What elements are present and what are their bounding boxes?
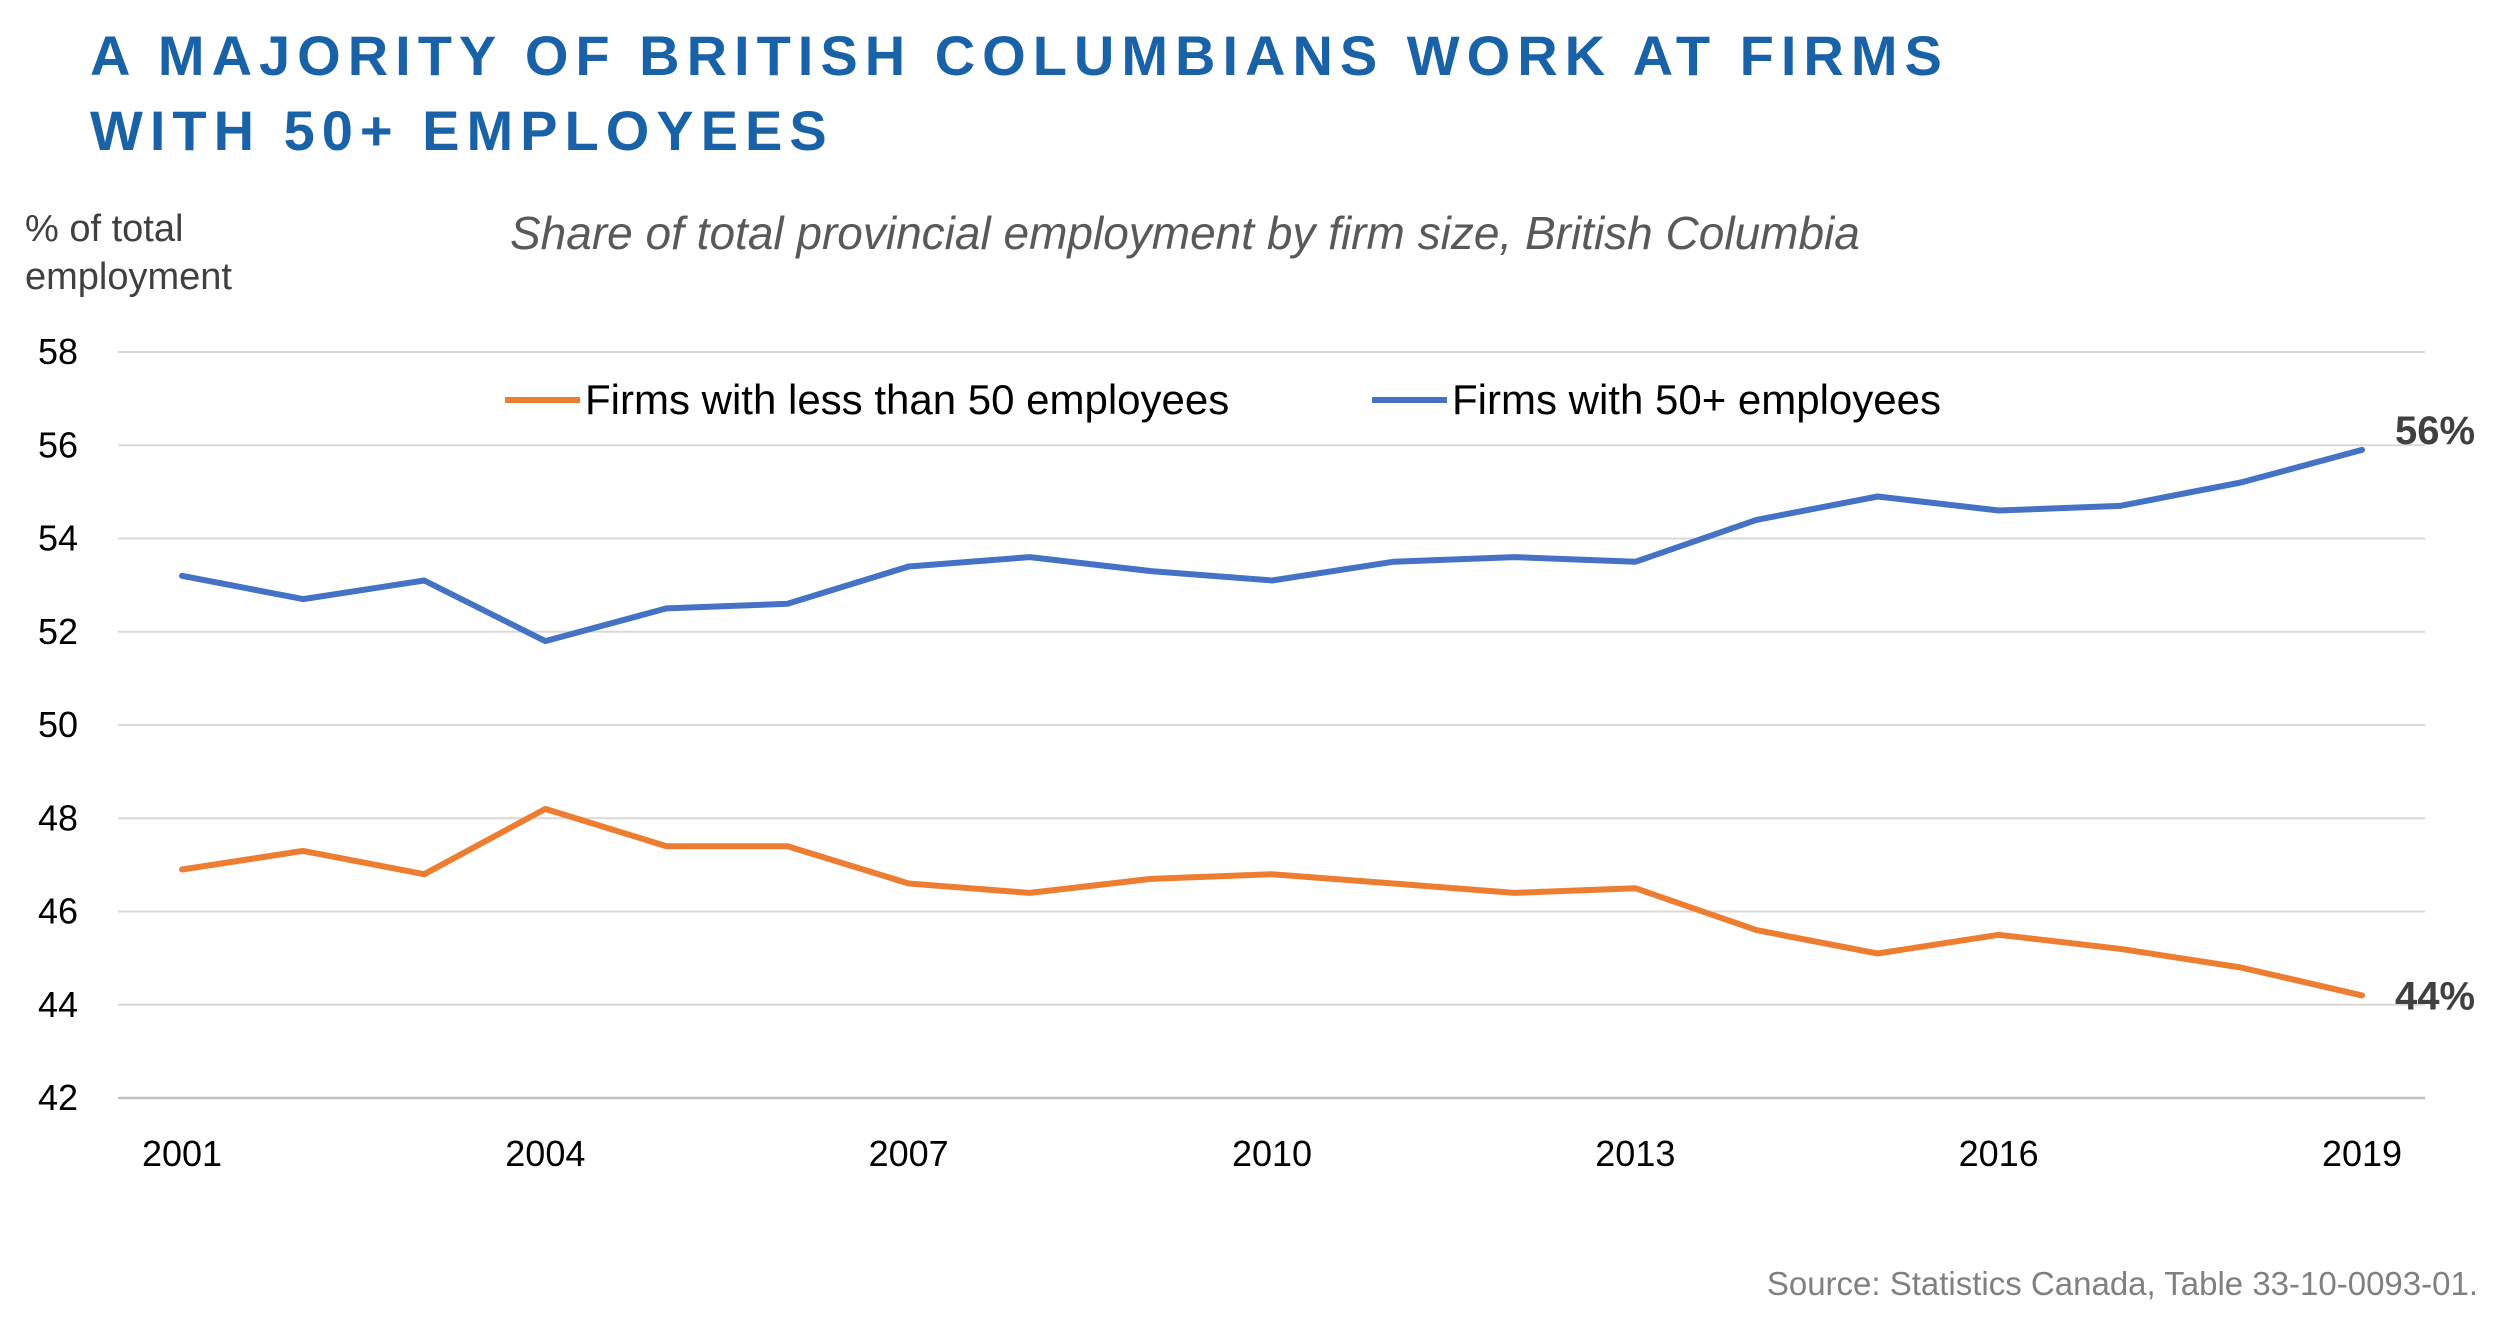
series-lines <box>179 446 2365 999</box>
y-tick-label: 44 <box>38 984 78 1025</box>
x-tick-label: 2007 <box>869 1133 949 1174</box>
y-tick-label: 52 <box>38 611 78 652</box>
legend-label-large-firms: Firms with 50+ employees <box>1452 376 1941 423</box>
y-axis-label: % of total employment <box>25 205 232 301</box>
end-label-large-firms: 56% <box>2395 409 2475 453</box>
x-tick-label: 2019 <box>2322 1133 2402 1174</box>
legend: Firms with less than 50 employees Firms w… <box>505 376 1941 423</box>
x-tick-label: 2001 <box>142 1133 222 1174</box>
gridlines <box>118 351 2425 1100</box>
y-tick-label: 58 <box>38 331 78 372</box>
y-axis-label-line-1: % of total <box>25 208 184 250</box>
chart-title-line-1: A MAJORITY OF BRITISH COLUMBIANS WORK AT… <box>90 24 1949 87</box>
y-tick-label: 48 <box>38 797 78 838</box>
chart-subtitle: Share of total provincial employment by … <box>510 207 1860 259</box>
y-axis-ticks: 42 44 46 48 50 52 54 56 58 <box>38 331 78 1118</box>
y-axis-label-line-2: employment <box>25 256 232 298</box>
x-tick-label: 2013 <box>1595 1133 1675 1174</box>
y-tick-label: 50 <box>38 704 78 745</box>
x-axis-ticks: 2001 2004 2007 2010 2013 2016 2019 <box>142 1133 2402 1174</box>
chart-title-line-2: WITH 50+ EMPLOYEES <box>90 99 834 162</box>
y-tick-label: 42 <box>38 1077 78 1118</box>
x-tick-label: 2016 <box>1959 1133 2039 1174</box>
y-tick-label: 54 <box>38 518 78 559</box>
y-tick-label: 46 <box>38 891 78 932</box>
legend-label-small-firms: Firms with less than 50 employees <box>585 376 1229 423</box>
end-labels: 44% 56% <box>2395 409 2475 1019</box>
source-note: Source: Statistics Canada, Table 33-10-0… <box>1766 1265 2478 1302</box>
y-tick-label: 56 <box>38 424 78 465</box>
series-line-small-firms <box>179 805 2365 999</box>
chart-title: A MAJORITY OF BRITISH COLUMBIANS WORK AT… <box>90 18 2390 168</box>
end-label-small-firms: 44% <box>2395 974 2475 1018</box>
series-line-large-firms <box>179 446 2365 645</box>
x-tick-label: 2004 <box>505 1133 585 1174</box>
x-tick-label: 2010 <box>1232 1133 1312 1174</box>
